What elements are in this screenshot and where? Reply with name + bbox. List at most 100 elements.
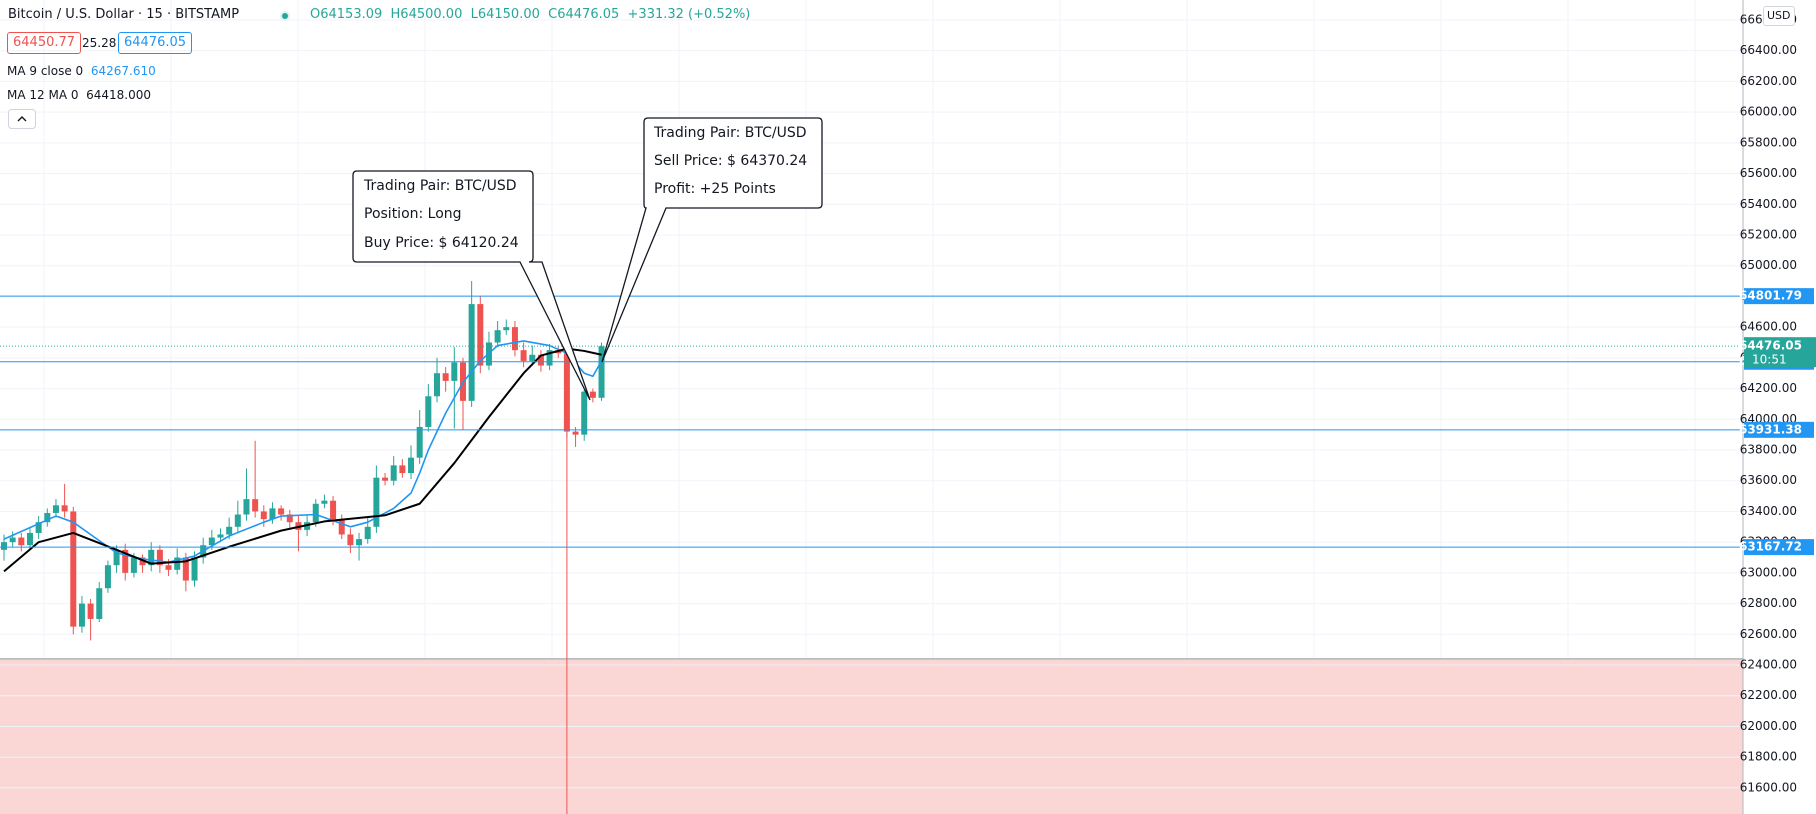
ma-value: 64267.610 — [90, 64, 156, 78]
currency-badge[interactable]: USD — [1763, 6, 1795, 26]
candle-body — [390, 465, 397, 481]
candle-body — [364, 526, 371, 540]
price-line-label: 63167.72 — [1739, 540, 1802, 554]
y-tick-label: 62800.00 — [1740, 596, 1797, 610]
y-tick-label: 62400.00 — [1740, 658, 1797, 672]
candle-body — [408, 457, 415, 474]
candle-body — [572, 431, 579, 435]
sell-button[interactable]: 64450.77 — [7, 32, 82, 54]
moving-average-line — [3, 340, 603, 563]
candle-body — [70, 511, 77, 627]
ma-name: MA 9 close 0 — [7, 64, 84, 78]
open-value: O64153.09 — [310, 7, 383, 22]
candle-body — [165, 565, 172, 570]
ma-name: MA 12 MA 0 — [7, 88, 79, 102]
candle-body — [468, 304, 475, 401]
y-tick-label: 63600.00 — [1740, 473, 1797, 487]
candle-body — [260, 511, 267, 520]
candle-body — [18, 537, 25, 546]
buy-button[interactable]: 64476.05 — [118, 32, 193, 54]
y-tick-label: 63800.00 — [1740, 443, 1797, 457]
candle-body — [477, 304, 484, 366]
candle-body — [26, 532, 33, 546]
candle-body — [35, 522, 42, 533]
low-value: L64150.00 — [470, 7, 540, 22]
candle-body — [156, 549, 163, 566]
candle-body — [61, 505, 68, 512]
moving-average-line — [3, 347, 602, 573]
candle-body — [494, 330, 501, 343]
grid — [0, 0, 1743, 814]
candle-body — [9, 537, 16, 543]
candle-body — [286, 514, 293, 523]
candle-body — [511, 327, 518, 351]
candle-body — [598, 346, 605, 398]
y-tick-label: 64600.00 — [1740, 320, 1797, 334]
candle-body — [373, 477, 380, 527]
candle-body — [269, 508, 276, 520]
candle-body — [122, 549, 129, 573]
candle-body — [104, 565, 111, 589]
candle-body — [563, 353, 570, 432]
y-tick-label: 62200.00 — [1740, 688, 1797, 702]
y-tick-label: 66000.00 — [1740, 105, 1797, 119]
y-tick-label: 63400.00 — [1740, 504, 1797, 518]
candle-body — [330, 500, 337, 520]
close-value: C64476.05 — [548, 7, 620, 22]
candle-body — [217, 534, 224, 538]
candle-body — [87, 603, 94, 619]
candle-body — [581, 391, 588, 435]
ma-legend[interactable]: MA 12 MA 0 64418.000 — [7, 86, 151, 104]
market-status-dot — [280, 11, 290, 21]
collapse-button[interactable] — [8, 109, 36, 129]
callout-text: Profit: +25 Points — [654, 181, 776, 197]
candle-body — [529, 354, 536, 361]
ma-legend[interactable]: MA 9 close 0 64267.610 — [7, 62, 156, 80]
candle-body — [52, 505, 59, 513]
candle-body — [139, 557, 146, 566]
candle-body — [503, 327, 510, 331]
symbol-title[interactable]: Bitcoin / U.S. Dollar · 15 · BITSTAMP — [8, 7, 240, 22]
candle-body — [399, 465, 406, 474]
candle-body — [520, 350, 527, 361]
price-line-label-bg — [1744, 539, 1814, 556]
candle-body — [148, 549, 155, 566]
y-tick-label: 66200.00 — [1740, 74, 1797, 88]
candle-body — [312, 503, 319, 523]
bar-countdown: 10:51 — [1752, 353, 1787, 367]
price-line-label: 63931.38 — [1739, 422, 1802, 436]
candle-body — [208, 537, 215, 546]
y-tick-label: 62000.00 — [1740, 719, 1797, 733]
price-line-label: 64801.79 — [1739, 289, 1802, 303]
candle-body — [382, 477, 389, 481]
callout-text: Position: Long — [364, 206, 462, 222]
change-value: +331.32 (+0.52%) — [627, 7, 751, 22]
candle-body — [113, 549, 120, 566]
candle-body — [78, 603, 85, 627]
last-price-label-bg — [1744, 337, 1816, 368]
candle-body — [44, 512, 51, 523]
last-price-label: 64476.05 — [1739, 339, 1802, 353]
candle-body — [174, 557, 181, 570]
y-tick-label: 65800.00 — [1740, 135, 1797, 149]
candle-body — [96, 588, 103, 619]
price-axis-background — [1743, 0, 1816, 814]
candle-body — [252, 499, 259, 512]
candle-body — [1, 542, 7, 550]
candle-body — [338, 519, 345, 535]
price-line-label-bg — [1744, 421, 1814, 438]
candle-body — [356, 539, 363, 546]
spread: 25.28 — [82, 36, 117, 50]
y-tick-label: 65200.00 — [1740, 227, 1797, 241]
y-tick-label: 65400.00 — [1740, 197, 1797, 211]
candle-body — [278, 508, 285, 515]
y-tick-label: 66400.00 — [1740, 43, 1797, 57]
y-tick-label: 63000.00 — [1740, 565, 1797, 579]
y-tick-label: 65000.00 — [1740, 258, 1797, 272]
candle-body — [234, 514, 241, 527]
callout-text: Trading Pair: BTC/USD — [364, 178, 517, 194]
callout-text: Buy Price: $ 64120.24 — [364, 235, 519, 251]
candle-body — [434, 373, 440, 397]
